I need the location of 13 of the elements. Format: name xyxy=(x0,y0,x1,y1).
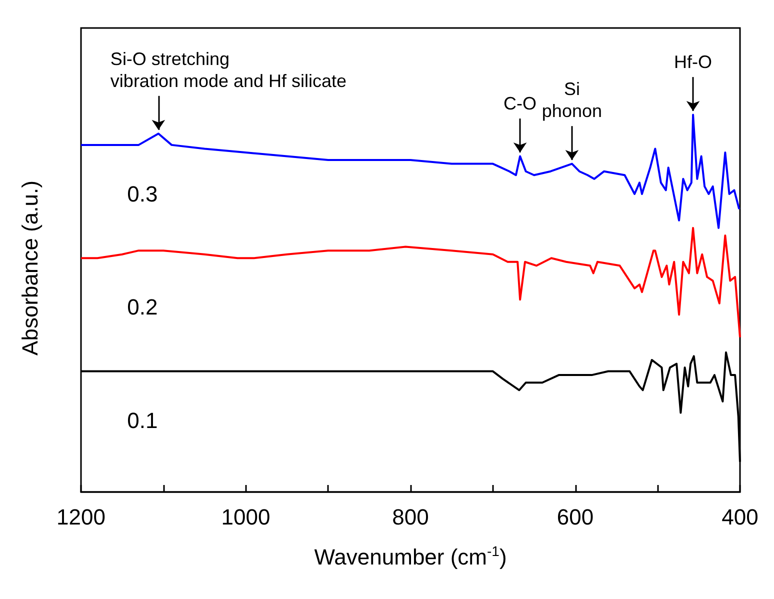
x-tick-label: 400 xyxy=(722,504,758,530)
series-label: 0.3 xyxy=(127,181,158,206)
x-tick-label: 800 xyxy=(392,504,429,530)
annotation: C-O xyxy=(504,94,537,114)
series-label: 0.2 xyxy=(127,294,158,320)
annotation: Si-O stretching vibration mode and Hf silicate xyxy=(110,48,347,91)
series-label: 0.1 xyxy=(127,408,158,433)
annotation: Si phonon xyxy=(542,79,602,122)
annotation: Hf-O xyxy=(674,52,712,72)
y-axis-title: Absorbance (a.u.) xyxy=(18,180,42,356)
x-tick-label: 1000 xyxy=(221,504,270,530)
x-tick-label: 1200 xyxy=(56,504,106,530)
x-tick-label: 600 xyxy=(556,504,594,530)
